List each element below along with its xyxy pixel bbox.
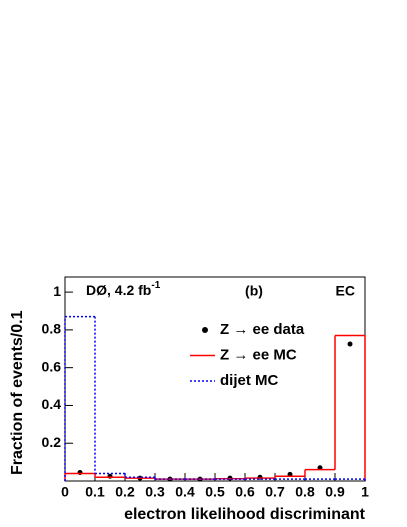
experiment-label: DØ, 4.2 fb-1 bbox=[86, 280, 161, 298]
experiment-superscript: -1 bbox=[151, 280, 160, 291]
legend-label: Z → ee MC bbox=[220, 346, 297, 363]
x-tick-label: 0.1 bbox=[85, 484, 105, 500]
data-point bbox=[107, 473, 113, 479]
x-axis-label: electron likelihood discriminant bbox=[124, 506, 366, 523]
x-tick-label: 0.4 bbox=[175, 484, 195, 500]
region-label: EC bbox=[336, 283, 355, 299]
x-tick-label: 1 bbox=[361, 484, 369, 500]
x-tick-label: 0.9 bbox=[325, 484, 345, 500]
x-tick-label: 0.7 bbox=[265, 484, 285, 500]
y-tick-label: 0.8 bbox=[42, 321, 62, 337]
y-tick-label: 0.4 bbox=[42, 396, 62, 412]
y-axis-label: Fraction of events/0.1 bbox=[9, 310, 26, 475]
x-tick-label: 0.2 bbox=[115, 484, 135, 500]
panel-label: (b) bbox=[245, 283, 263, 299]
legend-label: dijet MC bbox=[220, 372, 278, 389]
plot-frame bbox=[64, 276, 366, 482]
data-point bbox=[347, 341, 353, 347]
y-tick-label: 0.2 bbox=[42, 434, 62, 450]
legend-marker bbox=[202, 327, 208, 333]
x-tick-label: 0 bbox=[61, 484, 69, 500]
legend-label: Z → ee data bbox=[220, 321, 305, 338]
y-tick-label: 1 bbox=[53, 283, 61, 299]
x-tick-label: 0.8 bbox=[295, 484, 315, 500]
x-tick-label: 0.5 bbox=[205, 484, 225, 500]
data-point bbox=[77, 470, 83, 475]
y-tick-label: 0.6 bbox=[42, 358, 62, 374]
x-tick-label: 0.6 bbox=[235, 484, 255, 500]
x-tick-label: 0.3 bbox=[145, 484, 165, 500]
experiment-text: DØ, 4.2 fb bbox=[86, 282, 151, 298]
